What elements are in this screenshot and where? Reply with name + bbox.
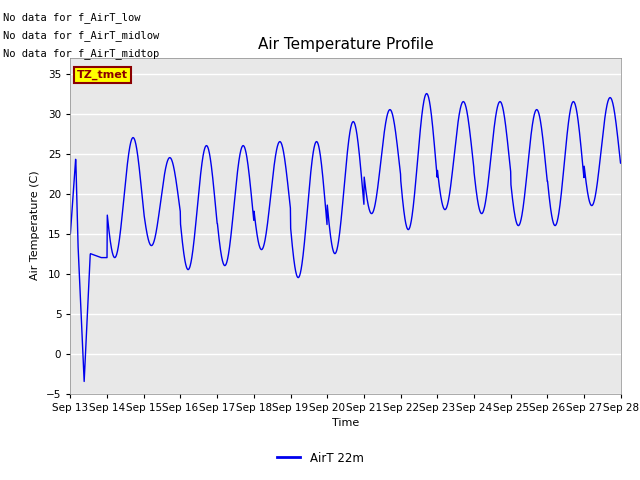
Y-axis label: Air Temperature (C): Air Temperature (C) [31, 171, 40, 280]
Text: No data for f_AirT_low: No data for f_AirT_low [3, 12, 141, 23]
Text: No data for f_AirT_midtop: No data for f_AirT_midtop [3, 48, 159, 60]
Legend: AirT 22m: AirT 22m [272, 447, 368, 469]
Title: Air Temperature Profile: Air Temperature Profile [258, 37, 433, 52]
Text: TZ_tmet: TZ_tmet [77, 70, 128, 80]
Text: No data for f_AirT_midlow: No data for f_AirT_midlow [3, 30, 159, 41]
X-axis label: Time: Time [332, 418, 359, 428]
